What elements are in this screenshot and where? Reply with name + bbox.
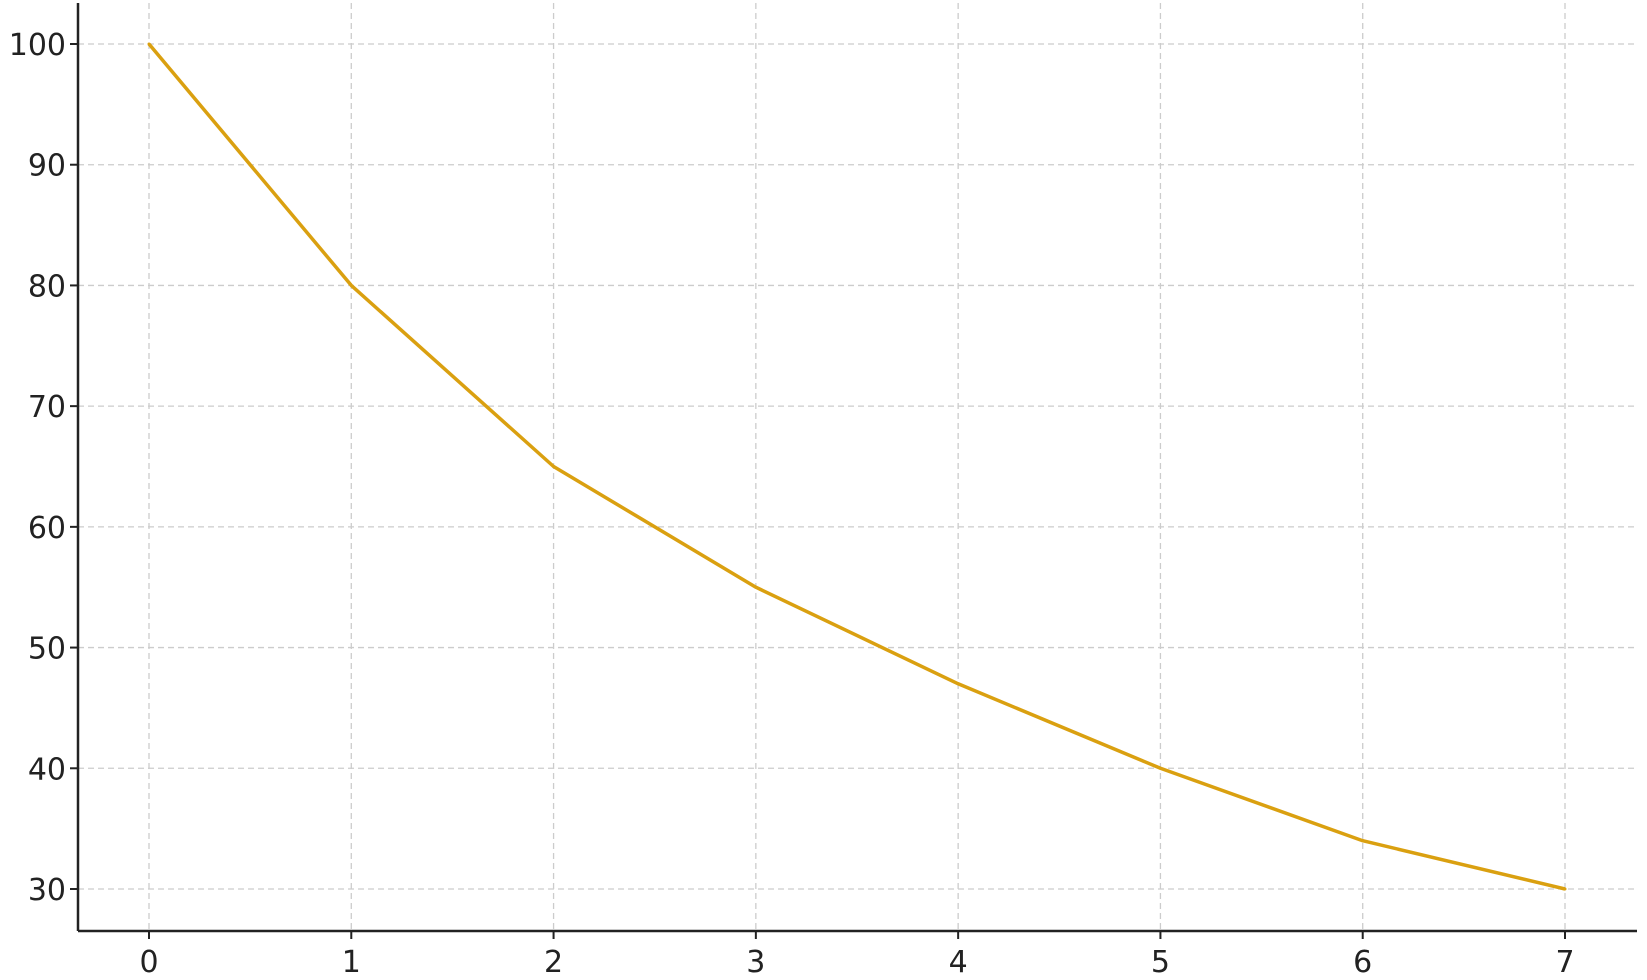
y-tick-label: 30 (28, 873, 66, 908)
x-tick-label: 2 (544, 945, 563, 980)
y-tick-label: 50 (28, 632, 66, 667)
data-point (754, 585, 758, 589)
x-tick-label: 3 (746, 945, 765, 980)
x-tick-label: 5 (1151, 945, 1170, 980)
data-point (956, 682, 960, 686)
ticks: 0 1 2 3 4 5 6 7 30 40 50 60 70 80 90 100 (9, 28, 1575, 980)
x-tick-label: 4 (949, 945, 968, 980)
series-line (147, 42, 1566, 891)
y-tick-label: 40 (28, 752, 66, 787)
x-tick-label: 6 (1353, 945, 1372, 980)
y-tick-label: 70 (28, 390, 66, 425)
y-tick-label: 80 (28, 269, 66, 304)
x-tick-label: 1 (342, 945, 361, 980)
x-tick-label: 7 (1555, 945, 1574, 980)
data-point (1158, 766, 1162, 770)
data-point (1563, 887, 1567, 891)
data-point (349, 283, 353, 287)
y-tick-label: 90 (28, 149, 66, 184)
series-group (147, 42, 1567, 891)
y-tick-label: 100 (9, 28, 66, 63)
data-point (552, 465, 556, 468)
x-tick-label: 0 (139, 945, 158, 980)
data-point (147, 42, 151, 46)
data-point (1361, 839, 1365, 843)
y-tick-label: 60 (28, 511, 66, 546)
grid (78, 3, 1637, 931)
